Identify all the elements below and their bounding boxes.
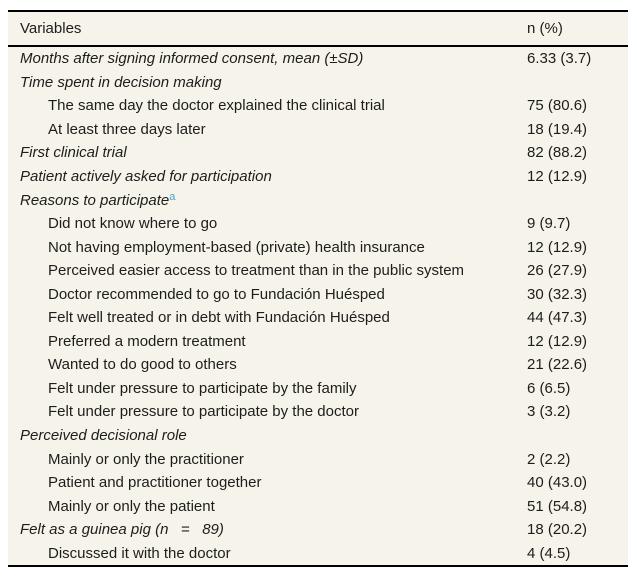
row-value: 9 (9.7) (527, 215, 571, 233)
table-row: At least three days later 18 (19.4) (8, 118, 628, 142)
row-value: 6 (6.5) (527, 379, 571, 397)
table-row: Perceived decisional role (8, 424, 628, 448)
row-label-text: First clinical trial (20, 144, 127, 162)
table-row: Felt under pressure to participate by th… (8, 377, 628, 401)
row-value: 75 (80.6) (527, 97, 588, 115)
row-label: First clinical trial (8, 144, 527, 161)
row-label: Discussed it with the doctor (8, 545, 527, 562)
table-row: Did not know where to go 9 (9.7) (8, 212, 628, 236)
row-label: Doctor recommended to go to Fundación Hu… (8, 286, 527, 303)
row-label: Did not know where to go (8, 215, 527, 232)
table-row: Felt well treated or in debt with Fundac… (8, 306, 628, 330)
row-label: Wanted to do good to others (8, 356, 527, 373)
statistics-table: Variables n (%) Months after signing inf… (8, 10, 628, 568)
row-label: Perceived decisional role (8, 427, 527, 444)
table-row: Felt under pressure to participate by th… (8, 400, 628, 424)
table-row: Wanted to do good to others 21 (22.6) (8, 353, 628, 377)
row-label-text: Perceived easier access to treatment tha… (48, 262, 465, 280)
row-value: 12 (12.9) (527, 332, 588, 350)
row-value: 51 (54.8) (527, 497, 588, 515)
row-label: Not having employment-based (private) he… (8, 239, 527, 256)
row-value: 3 (3.2) (527, 403, 571, 421)
row-value: 30 (32.3) (527, 285, 588, 303)
row-label: Perceived easier access to treatment tha… (8, 262, 527, 279)
row-label-text: Perceived decisional role (20, 427, 187, 445)
row-label: Patient actively asked for participation (8, 168, 527, 185)
table-row: Patient actively asked for participation… (8, 165, 628, 189)
table-row: Months after signing informed consent, m… (8, 47, 628, 71)
row-label-text: Time spent in decision making (20, 73, 222, 91)
footnote-marker: a (169, 191, 176, 204)
row-value: 26 (27.9) (527, 262, 588, 280)
row-value: 12 (12.9) (527, 168, 588, 185)
column-header-n-percent: n (%) (527, 20, 563, 37)
row-value: 21 (22.6) (527, 356, 588, 374)
row-label-text: Felt under pressure to participate by th… (48, 379, 357, 397)
table-row: Perceived easier access to treatment tha… (8, 259, 628, 283)
row-value: 18 (20.2) (527, 521, 588, 539)
row-label: Felt as a guinea pig (n = 89) (8, 521, 527, 538)
table-body: Months after signing informed consent, m… (8, 47, 628, 565)
table-row: Discussed it with the doctor 4 (4.5) (8, 541, 628, 565)
row-value: 40 (43.0) (527, 474, 588, 492)
row-label-text: Mainly or only the practitioner (48, 450, 244, 468)
row-value: 4 (4.5) (527, 544, 571, 562)
table-row: The same day the doctor explained the cl… (8, 94, 628, 118)
table-row: Reasons to participatea (8, 188, 628, 212)
row-value: 2 (2.2) (527, 450, 571, 468)
row-label-text: Not having employment-based (private) he… (48, 238, 425, 256)
row-label-text: Doctor recommended to go to Fundación Hu… (48, 285, 385, 303)
row-label: Patient and practitioner together (8, 474, 527, 491)
row-label: Felt under pressure to participate by th… (8, 403, 527, 420)
row-value: 44 (47.3) (527, 309, 588, 327)
table-row: Doctor recommended to go to Fundación Hu… (8, 282, 628, 306)
table-row: First clinical trial 82 (88.2) (8, 141, 628, 165)
row-label: Mainly or only the patient (8, 498, 527, 515)
table-row: Mainly or only the patient 51 (54.8) (8, 494, 628, 518)
row-value: 18 (19.4) (527, 120, 588, 138)
row-label-text: Reasons to participate (20, 192, 170, 210)
row-label: Months after signing informed consent, m… (8, 50, 527, 67)
row-label-text: Discussed it with the doctor (48, 544, 231, 562)
row-label-text: At least three days later (48, 120, 206, 138)
row-label: Time spent in decision making (8, 74, 527, 91)
row-label-text: Felt well treated or in debt with Fundac… (48, 309, 390, 327)
table-row: Not having employment-based (private) he… (8, 235, 628, 259)
row-label: Preferred a modern treatment (8, 333, 527, 350)
table-row: Felt as a guinea pig (n = 89) 18 (20.2) (8, 518, 628, 542)
row-value: 82 (88.2) (527, 144, 588, 162)
row-value: 6.33 (3.7) (527, 50, 592, 68)
row-label-text: Months after signing informed consent, m… (20, 50, 364, 68)
row-label-text: Wanted to do good to others (48, 356, 237, 374)
row-label-text: The same day the doctor explained the cl… (48, 97, 385, 115)
row-label: Felt under pressure to participate by th… (8, 380, 527, 397)
table-row: Time spent in decision making (8, 71, 628, 95)
table-header-row: Variables n (%) (8, 12, 628, 47)
row-label: Mainly or only the practitioner (8, 451, 527, 468)
row-label: The same day the doctor explained the cl… (8, 97, 527, 114)
row-label-text: Felt under pressure to participate by th… (48, 403, 360, 421)
row-label-text: Preferred a modern treatment (48, 332, 246, 350)
row-label: Reasons to participatea (8, 191, 527, 209)
table-row: Preferred a modern treatment 12 (12.9) (8, 330, 628, 354)
row-label-text: Patient and practitioner together (48, 474, 262, 492)
column-header-variables: Variables (20, 20, 82, 37)
row-value: 12 (12.9) (527, 238, 588, 256)
row-label-text: Patient actively asked for participation (20, 168, 272, 185)
table-row: Patient and practitioner together 40 (43.… (8, 471, 628, 495)
table-row: Mainly or only the practitioner 2 (2.2) (8, 447, 628, 471)
row-label-text: Felt as a guinea pig (n = 89) (20, 521, 224, 539)
row-label-text: Mainly or only the patient (48, 497, 215, 515)
row-label: Felt well treated or in debt with Fundac… (8, 309, 527, 326)
row-label-text: Did not know where to go (48, 215, 218, 233)
row-label: At least three days later (8, 121, 527, 138)
